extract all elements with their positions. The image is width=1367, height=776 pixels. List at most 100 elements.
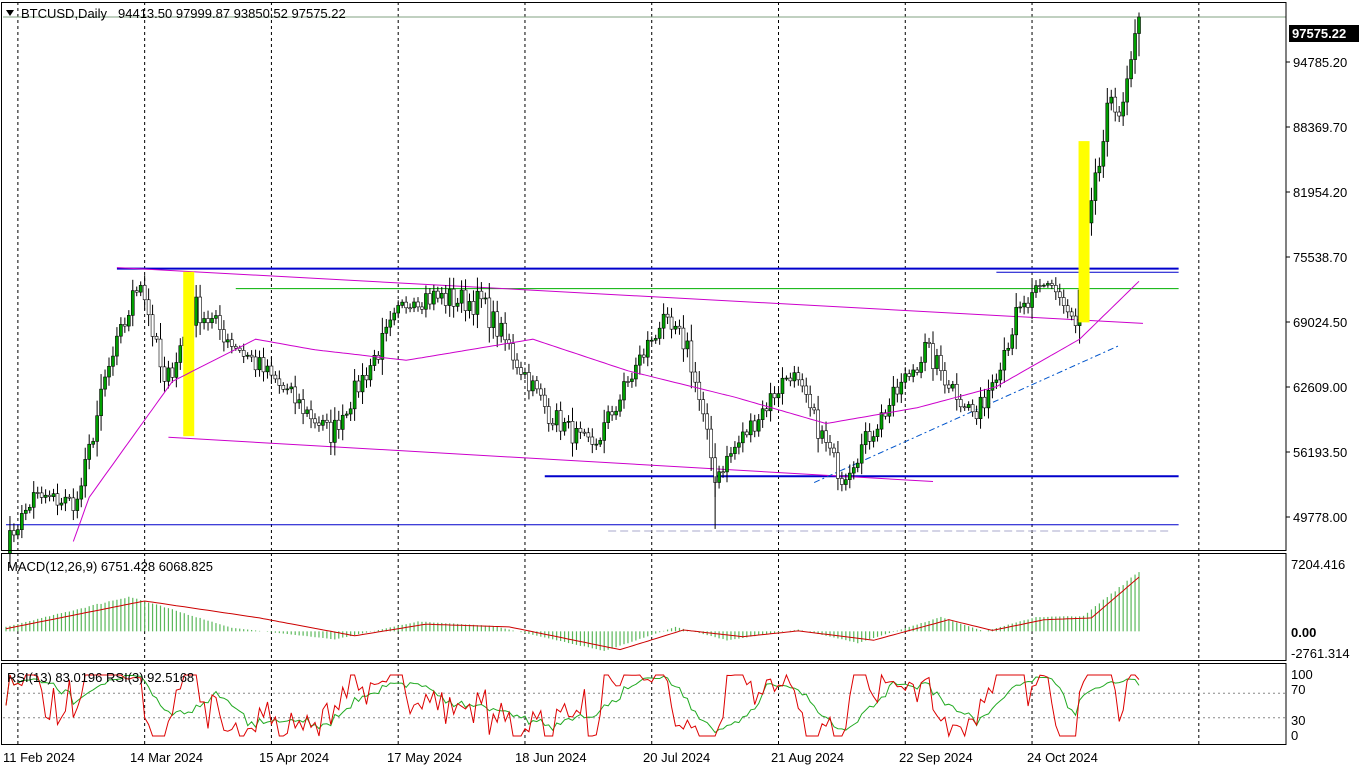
candle-body	[162, 366, 167, 382]
candle-body	[939, 355, 943, 371]
pane-frame	[1, 663, 1287, 745]
candle-body	[645, 339, 650, 358]
candle-body	[285, 388, 290, 391]
candle-body	[99, 388, 103, 417]
candle-body	[273, 374, 278, 380]
candle-body	[911, 369, 915, 377]
candle-body	[717, 471, 721, 483]
candle-body	[384, 326, 389, 334]
candle-body	[127, 315, 131, 327]
candle-body	[329, 421, 333, 443]
candle-body	[693, 371, 698, 383]
moving-average	[72, 280, 1140, 542]
price-tick: 62609.00	[1293, 380, 1347, 395]
candle-body	[47, 494, 52, 497]
candle-body	[317, 422, 321, 426]
candle-body	[812, 407, 816, 411]
candle-body	[372, 355, 377, 366]
candle-body	[792, 372, 797, 382]
date-label: 18 Jun 2024	[515, 750, 587, 765]
candle-body	[531, 380, 535, 392]
candle-body	[638, 354, 642, 366]
rsi-plot	[3, 673, 1286, 738]
price-tick: 56193.50	[1293, 445, 1347, 460]
candle-body	[566, 420, 571, 423]
candle-body	[867, 431, 872, 442]
candle-body	[927, 341, 931, 344]
candle-body	[495, 311, 500, 337]
candle-body	[249, 354, 254, 358]
candle-body	[578, 428, 583, 433]
candle-body	[475, 290, 480, 315]
candle-body	[697, 381, 702, 400]
candle-body	[1006, 347, 1011, 351]
candle-body	[511, 343, 515, 361]
candle-body	[471, 301, 476, 315]
date-label: 20 Jul 2024	[643, 750, 710, 765]
candle-body	[293, 386, 297, 404]
candle-body	[527, 372, 531, 392]
candle-body	[352, 380, 357, 410]
candle-body	[79, 485, 84, 500]
candle-body	[661, 313, 666, 329]
candle-body	[1022, 302, 1026, 308]
rsi-tick: 100	[1291, 667, 1313, 682]
candle-body	[451, 288, 456, 307]
candle-body	[218, 315, 222, 330]
date-label: 21 Aug 2024	[771, 750, 844, 765]
candle-body	[947, 384, 951, 389]
candle-body	[701, 399, 706, 415]
candle-body	[966, 404, 971, 408]
candle-body	[150, 314, 155, 337]
candle-body	[879, 412, 884, 430]
candle-body	[420, 306, 424, 310]
price-tick: 75538.70	[1293, 250, 1347, 265]
candle-body	[432, 290, 436, 305]
candle-body	[1061, 297, 1066, 306]
candle-body	[364, 375, 369, 381]
candle-body	[336, 419, 341, 430]
candle-body	[12, 530, 16, 536]
rsi-axis: 100 70 30 0	[1291, 667, 1313, 743]
macd-tick: -2761.314	[1291, 646, 1350, 661]
candle-body	[1046, 283, 1050, 286]
candle-body	[891, 386, 896, 406]
level-lines[interactable]	[6, 267, 1179, 532]
highlight-bars[interactable]	[183, 141, 1090, 437]
candle-body	[848, 472, 852, 480]
candle-body	[649, 339, 654, 342]
candle-body	[119, 324, 123, 337]
candle-body	[134, 290, 139, 293]
candle-body	[174, 362, 179, 378]
candle-body	[935, 355, 939, 369]
candle-body	[392, 312, 397, 321]
candle-body	[1073, 315, 1078, 326]
candle-body	[745, 431, 749, 436]
candle-body	[313, 418, 317, 424]
candle-body	[154, 336, 159, 340]
candle-body	[436, 290, 440, 299]
candle-body	[39, 492, 44, 498]
candle-body	[321, 419, 325, 426]
price-tick: 81954.20	[1293, 185, 1347, 200]
candle-body	[590, 436, 595, 445]
triangle-down-icon[interactable]	[6, 10, 14, 16]
candle-body	[1026, 302, 1030, 308]
candle-body	[103, 376, 107, 390]
candle-body	[1002, 349, 1007, 371]
candle-body	[784, 377, 789, 380]
candle-body	[986, 389, 991, 409]
candle-body	[990, 382, 995, 391]
candle-body	[483, 297, 488, 300]
candle-body	[725, 455, 729, 473]
candle-body	[1050, 283, 1054, 286]
candle-body	[943, 370, 947, 386]
candle-body	[606, 411, 610, 423]
candle-body	[998, 369, 1003, 381]
candle-body	[764, 408, 769, 412]
candle-body	[788, 377, 793, 382]
candle-body	[1014, 307, 1018, 336]
candle-body	[978, 396, 983, 419]
